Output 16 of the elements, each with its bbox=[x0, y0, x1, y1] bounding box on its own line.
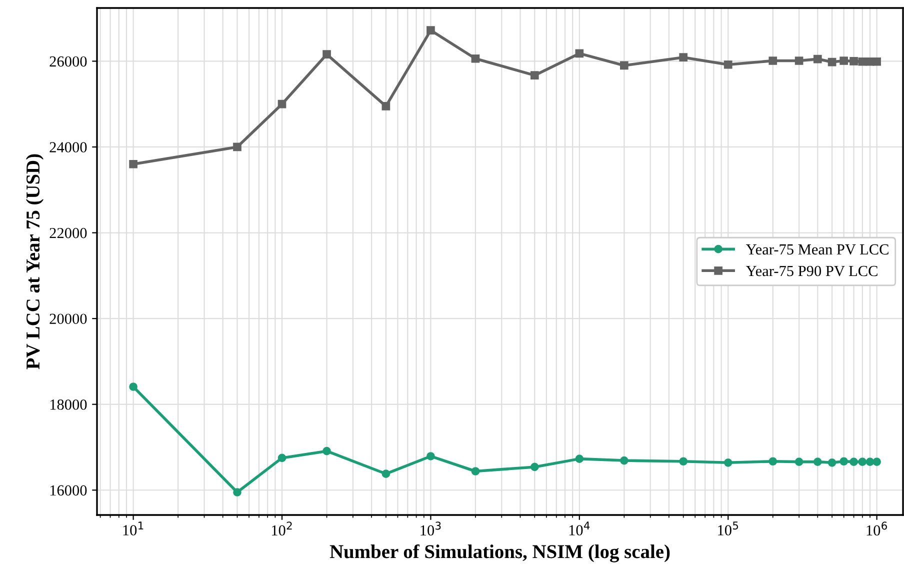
x-axis-title: Number of Simulations, NSIM (log scale) bbox=[330, 544, 670, 562]
legend-label: Year-75 P90 PV LCC bbox=[746, 266, 878, 276]
legend-label: Year-75 Mean PV LCC bbox=[746, 244, 888, 255]
y-axis-title: PV LCC at Year 75 (USD) bbox=[26, 154, 44, 370]
y-tick-label: 18000 bbox=[50, 399, 87, 410]
x-tick-label: 10$^{3}$ bbox=[420, 522, 441, 536]
x-tick-label: 10$^{5}$ bbox=[718, 522, 738, 536]
y-tick-label: 22000 bbox=[50, 228, 87, 238]
x-tick-label: 10$^{6}$ bbox=[866, 522, 887, 536]
y-tick-label: 16000 bbox=[50, 485, 87, 496]
y-tick-label: 26000 bbox=[50, 56, 87, 67]
x-tick-label: 10$^{4}$ bbox=[569, 522, 590, 536]
x-tick-label: 10$^{1}$ bbox=[123, 522, 144, 536]
y-tick-label: 20000 bbox=[50, 314, 87, 324]
y-tick-label: 24000 bbox=[50, 142, 87, 152]
x-tick-label: 10$^{2}$ bbox=[272, 522, 292, 536]
